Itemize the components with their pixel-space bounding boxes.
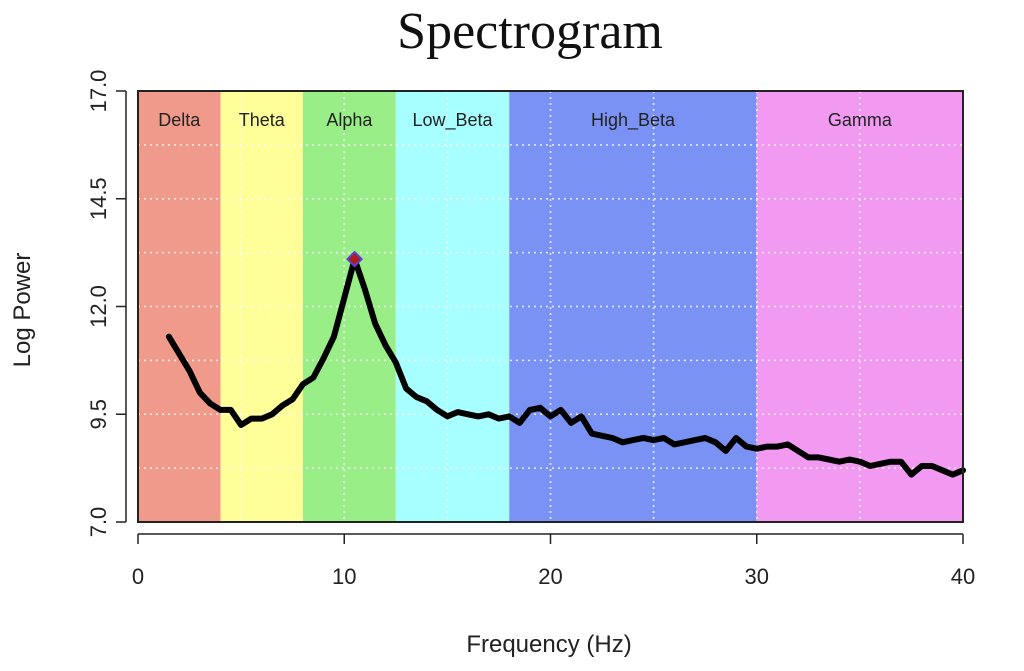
- band-label: Theta: [239, 110, 286, 130]
- band-label: Delta: [158, 110, 201, 130]
- x-tick-label: 30: [745, 564, 769, 589]
- y-tick-label: 9.5: [86, 399, 111, 430]
- x-tick-label: 40: [951, 564, 975, 589]
- x-tick-label: 0: [132, 564, 144, 589]
- y-tick-label: 7.0: [86, 507, 111, 538]
- y-axis-label: Log Power: [9, 253, 36, 368]
- x-axis-label: Frequency (Hz): [466, 631, 631, 658]
- y-tick-label: 17.0: [86, 70, 111, 113]
- band-label: Gamma: [828, 110, 893, 130]
- x-tick-label: 10: [332, 564, 356, 589]
- band-theta: [220, 91, 303, 522]
- plot-frame: [137, 90, 964, 523]
- alpha-peak-marker: [346, 250, 364, 268]
- chart-title: Spectrogram: [397, 3, 663, 60]
- y-tick-label: 12.0: [86, 285, 111, 328]
- band-label: Low_Beta: [413, 110, 494, 131]
- y-tick-label: 14.5: [86, 177, 111, 220]
- power-spectrum-line: [165, 256, 966, 478]
- x-tick-label: 20: [538, 564, 562, 589]
- band-label: Alpha: [326, 110, 373, 130]
- band-label: High_Beta: [591, 110, 676, 131]
